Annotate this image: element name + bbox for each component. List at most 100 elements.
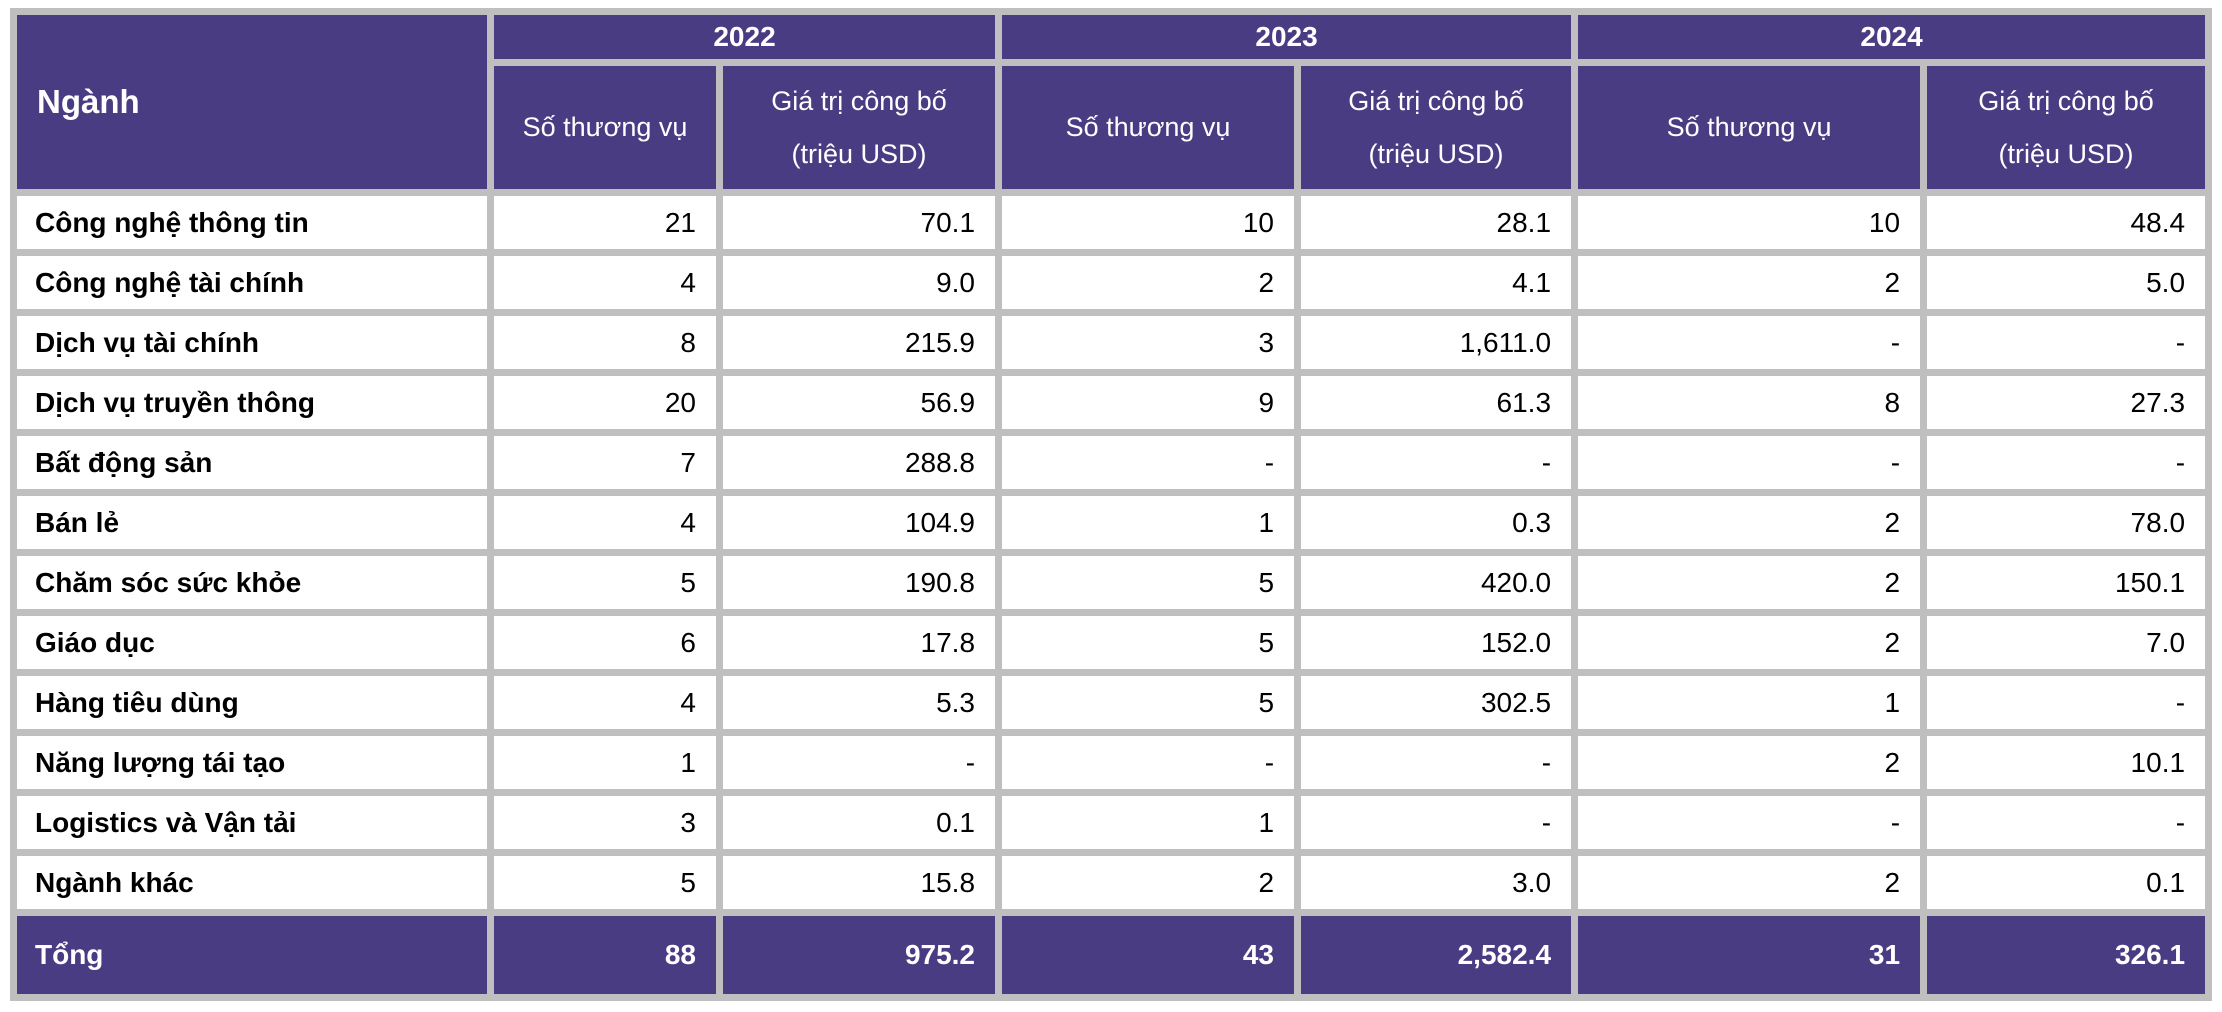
total-deals-2024-cell: 31 [1578,916,1921,994]
disclosed-value-2024-cell: - [1927,796,2206,849]
industry-name-cell: Bán lẻ [17,496,487,549]
disclosed-value-2024-cell: 150.1 [1927,556,2206,609]
table-footer: Tổng 88 975.2 43 2,582.4 31 326.1 [17,916,2206,994]
disclosed-value-2023-cell: - [1301,736,1572,789]
disclosed-value-2023-cell: 3.0 [1301,856,1572,909]
deals-count-2023-cell: 3 [1002,316,1295,369]
table-row: Bất động sản 7 288.8 - - - - [17,436,2206,489]
total-row: Tổng 88 975.2 43 2,582.4 31 326.1 [17,916,2206,994]
subheader-row: Số thương vụ Giá trị công bố (triệu USD)… [17,66,2206,189]
year-header-2024: 2024 [1578,15,2206,59]
disclosed-value-2023-cell: - [1301,436,1572,489]
table-header: Ngành 2022 2023 2024 Số thương vụ Giá tr… [17,15,2206,189]
total-label-cell: Tổng [17,916,487,994]
disclosed-value-2024-cell: 5.0 [1927,256,2206,309]
disclosed-value-label-line1: Giá trị công bố [771,85,947,116]
disclosed-value-2022-cell: 190.8 [723,556,996,609]
disclosed-value-2024-cell: - [1927,436,2206,489]
total-value-2024-cell: 326.1 [1927,916,2206,994]
deals-count-2023-cell: 5 [1002,556,1295,609]
disclosed-value-label-line1: Giá trị công bố [1978,85,2154,116]
disclosed-value-2023-cell: 152.0 [1301,616,1572,669]
industry-column-header: Ngành [17,15,487,189]
disclosed-value-2024-cell: - [1927,316,2206,369]
total-value-2023-cell: 2,582.4 [1301,916,1572,994]
table-row: Công nghệ thông tin 21 70.1 10 28.1 10 4… [17,196,2206,249]
disclosed-value-2023-cell: 420.0 [1301,556,1572,609]
deals-count-2023-cell: - [1002,736,1295,789]
disclosed-value-2022-cell: 15.8 [723,856,996,909]
deals-count-2022-cell: 5 [494,556,716,609]
deals-count-2024-cell: 8 [1578,376,1921,429]
deals-count-2024-cell: 1 [1578,676,1921,729]
disclosed-value-header-2022: Giá trị công bố (triệu USD) [723,66,996,189]
industry-name-cell: Logistics và Vận tải [17,796,487,849]
disclosed-value-2023-cell: 1,611.0 [1301,316,1572,369]
industry-name-cell: Dịch vụ tài chính [17,316,487,369]
table-row: Dịch vụ tài chính 8 215.9 3 1,611.0 - - [17,316,2206,369]
industry-name-cell: Giáo dục [17,616,487,669]
disclosed-value-label-line1: Giá trị công bố [1348,85,1524,116]
disclosed-value-2022-cell: 70.1 [723,196,996,249]
deals-count-2022-cell: 20 [494,376,716,429]
disclosed-value-2024-cell: 10.1 [1927,736,2206,789]
table-row: Giáo dục 6 17.8 5 152.0 2 7.0 [17,616,2206,669]
disclosed-value-label-line2: (triệu USD) [1368,138,1504,169]
deals-count-2024-cell: 2 [1578,856,1921,909]
industry-name-cell: Ngành khác [17,856,487,909]
deals-count-header-2023: Số thương vụ [1002,66,1295,189]
deals-count-2024-cell: 10 [1578,196,1921,249]
disclosed-value-label-line2: (triệu USD) [791,138,927,169]
disclosed-value-2022-cell: 56.9 [723,376,996,429]
deals-count-label: Số thương vụ [1065,112,1231,142]
disclosed-value-2022-cell: 0.1 [723,796,996,849]
deals-count-header-2022: Số thương vụ [494,66,716,189]
deals-count-2023-cell: 2 [1002,856,1295,909]
total-value-2022-cell: 975.2 [723,916,996,994]
deals-count-label: Số thương vụ [1666,112,1832,142]
table-row: Logistics và Vận tải 3 0.1 1 - - - [17,796,2206,849]
deals-count-2024-cell: 2 [1578,736,1921,789]
deals-count-2023-cell: 2 [1002,256,1295,309]
deals-count-2022-cell: 5 [494,856,716,909]
year-header-row: Ngành 2022 2023 2024 [17,15,2206,189]
table-row: Năng lượng tái tạo 1 - - - 2 10.1 [17,736,2206,789]
disclosed-value-2022-cell: 5.3 [723,676,996,729]
year-header-2023: 2023 [1002,15,1572,59]
disclosed-value-header-2023: Giá trị công bố (triệu USD) [1301,66,1572,189]
table-row: Chăm sóc sức khỏe 5 190.8 5 420.0 2 150.… [17,556,2206,609]
disclosed-value-2022-cell: 215.9 [723,316,996,369]
industry-name-cell: Công nghệ tài chính [17,256,487,309]
deals-count-2024-cell: 2 [1578,556,1921,609]
deals-count-2023-cell: - [1002,436,1295,489]
disclosed-value-2024-cell: 7.0 [1927,616,2206,669]
disclosed-value-2024-cell: - [1927,676,2206,729]
deals-count-2022-cell: 1 [494,736,716,789]
deals-count-2024-cell: - [1578,316,1921,369]
disclosed-value-2023-cell: 28.1 [1301,196,1572,249]
deals-count-2024-cell: 2 [1578,496,1921,549]
industry-name-cell: Hàng tiêu dùng [17,676,487,729]
industry-name-cell: Năng lượng tái tạo [17,736,487,789]
total-deals-2023-cell: 43 [1002,916,1295,994]
disclosed-value-2022-cell: 9.0 [723,256,996,309]
deals-count-2023-cell: 10 [1002,196,1295,249]
disclosed-value-2024-cell: 27.3 [1927,376,2206,429]
table-row: Bán lẻ 4 104.9 1 0.3 2 78.0 [17,496,2206,549]
table-row: Công nghệ tài chính 4 9.0 2 4.1 2 5.0 [17,256,2206,309]
disclosed-value-label-line2: (triệu USD) [1998,138,2134,169]
disclosed-value-2023-cell: 61.3 [1301,376,1572,429]
deals-count-2023-cell: 5 [1002,676,1295,729]
year-header-2022: 2022 [494,15,996,59]
deals-count-2023-cell: 1 [1002,796,1295,849]
disclosed-value-2022-cell: 17.8 [723,616,996,669]
deals-count-2023-cell: 1 [1002,496,1295,549]
disclosed-value-2024-cell: 78.0 [1927,496,2206,549]
disclosed-value-2022-cell: - [723,736,996,789]
disclosed-value-2023-cell: 302.5 [1301,676,1572,729]
industry-name-cell: Công nghệ thông tin [17,196,487,249]
disclosed-value-2023-cell: - [1301,796,1572,849]
deals-count-2022-cell: 3 [494,796,716,849]
table-row: Hàng tiêu dùng 4 5.3 5 302.5 1 - [17,676,2206,729]
deals-count-2024-cell: - [1578,436,1921,489]
